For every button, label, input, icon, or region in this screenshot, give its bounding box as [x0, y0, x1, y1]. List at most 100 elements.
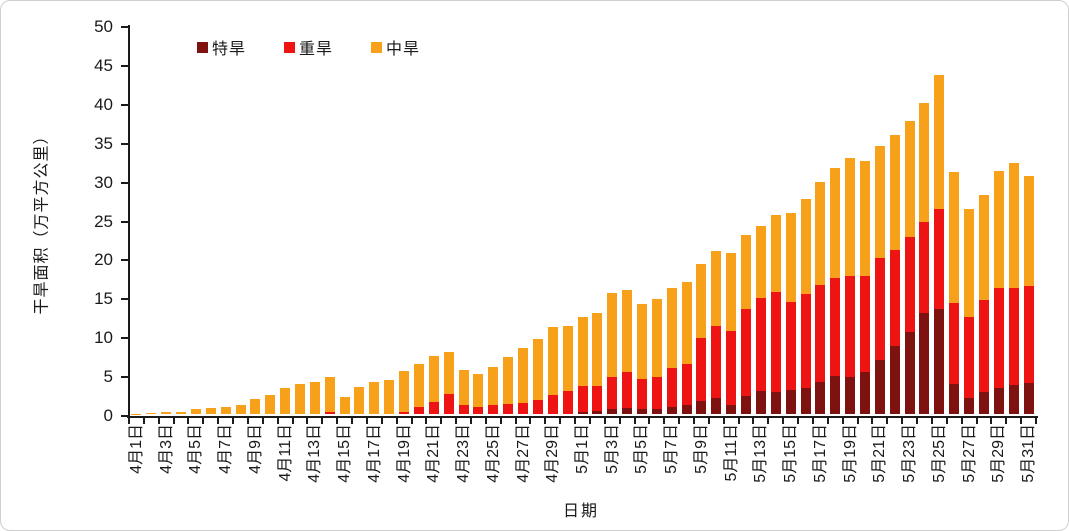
bar-segment-特旱 — [919, 312, 930, 414]
x-tick — [365, 418, 368, 424]
y-tick — [121, 337, 129, 340]
bar-segment-中旱 — [488, 367, 499, 406]
x-tick — [678, 418, 681, 424]
legend-item-moderate-drought: 中旱 — [371, 35, 420, 59]
bar-segment-重旱 — [1023, 285, 1034, 383]
bar-segment-中旱 — [934, 74, 945, 210]
x-axis — [127, 416, 1038, 418]
bar-segment-特旱 — [681, 405, 692, 414]
bar-segment-特旱 — [666, 406, 677, 414]
bar-segment-重旱 — [324, 411, 335, 414]
bar-segment-重旱 — [1008, 287, 1019, 386]
x-tick — [1035, 418, 1037, 424]
x-tick — [202, 418, 205, 424]
x-tick — [960, 418, 963, 424]
bar-segment-中旱 — [815, 182, 826, 285]
bar-segment-重旱 — [993, 287, 1004, 388]
moderate-drought-swatch-icon — [371, 41, 383, 53]
bar-segment-重旱 — [488, 405, 499, 414]
bar-segment-中旱 — [399, 371, 410, 412]
bar-segment-中旱 — [919, 102, 930, 222]
y-tick-label: 25 — [94, 211, 113, 231]
x-tick — [930, 418, 933, 424]
bar-segment-特旱 — [964, 397, 975, 414]
x-tick — [618, 418, 621, 424]
bar-segment-特旱 — [949, 383, 960, 414]
x-tick — [395, 418, 398, 424]
bar-segment-重旱 — [681, 364, 692, 406]
bar-segment-重旱 — [592, 386, 603, 412]
y-tick-label: 30 — [94, 172, 113, 192]
bar-segment-中旱 — [369, 382, 380, 414]
y-tick — [121, 26, 129, 28]
x-tick — [901, 418, 904, 424]
bar-segment-重旱 — [785, 301, 796, 390]
bar-segment-中旱 — [711, 251, 722, 327]
x-tick — [559, 418, 562, 424]
bar-segment-重旱 — [547, 394, 558, 414]
x-tick — [261, 418, 264, 424]
y-axis — [128, 25, 130, 418]
bar-segment-重旱 — [874, 258, 885, 360]
bar-segment-中旱 — [413, 364, 424, 407]
x-tick — [187, 418, 190, 424]
bar-segment-特旱 — [845, 376, 856, 414]
bar-segment-特旱 — [1008, 385, 1019, 414]
bar-segment-特旱 — [889, 345, 900, 414]
bar-segment-中旱 — [518, 347, 529, 404]
bar-segment-重旱 — [622, 372, 633, 408]
bar-segment-中旱 — [473, 373, 484, 407]
x-tick — [574, 418, 577, 424]
y-tick-label: 45 — [94, 55, 113, 75]
bar-segment-中旱 — [443, 351, 454, 394]
bar-segment-中旱 — [770, 214, 781, 292]
legend: 特旱 重旱 中旱 — [197, 35, 420, 59]
x-tick — [157, 418, 160, 424]
bar-segment-中旱 — [622, 289, 633, 372]
y-tick-label: 5 — [103, 367, 113, 387]
bar-segment-特旱 — [785, 389, 796, 414]
x-tick — [469, 418, 472, 424]
bar-segment-重旱 — [518, 403, 529, 414]
x-tick — [128, 418, 130, 424]
bar-segment-中旱 — [309, 382, 320, 414]
x-tick — [455, 418, 458, 424]
y-tick-label: 35 — [94, 133, 113, 153]
bar-segment-中旱 — [755, 225, 766, 299]
bar-segment-中旱 — [190, 408, 201, 414]
bar-segment-重旱 — [830, 277, 841, 376]
bar-segment-重旱 — [919, 221, 930, 313]
x-tick — [752, 418, 755, 424]
bar-segment-特旱 — [741, 396, 752, 414]
bar-segment-重旱 — [532, 400, 543, 414]
x-tick — [1005, 418, 1008, 424]
bar-segment-特旱 — [830, 375, 841, 414]
extreme-drought-swatch-icon — [197, 41, 208, 53]
x-tick — [246, 418, 249, 424]
bar-segment-重旱 — [934, 209, 945, 309]
bar-segment-中旱 — [384, 379, 395, 414]
bar-segment-重旱 — [636, 379, 647, 409]
bar-segment-中旱 — [458, 370, 469, 405]
x-tick — [544, 418, 547, 424]
bar-segment-中旱 — [696, 263, 707, 338]
bar-segment-重旱 — [845, 275, 856, 377]
bar-segment-重旱 — [503, 403, 514, 414]
bar-segment-特旱 — [993, 387, 1004, 414]
legend-item-extreme-drought: 特旱 — [197, 35, 246, 59]
bar-segment-中旱 — [830, 168, 841, 278]
x-tick — [916, 418, 919, 424]
bar-segment-特旱 — [770, 392, 781, 414]
x-tick — [276, 418, 279, 424]
x-tick — [142, 418, 145, 424]
bar-segment-中旱 — [1023, 175, 1034, 286]
bar-segment-中旱 — [176, 411, 187, 414]
bar-segment-特旱 — [577, 411, 588, 414]
bar-segment-重旱 — [458, 404, 469, 414]
bar-segment-特旱 — [860, 372, 870, 414]
bar-segment-中旱 — [889, 134, 900, 250]
bar-segment-中旱 — [666, 287, 677, 368]
bar-segment-中旱 — [280, 388, 291, 414]
bar-segment-中旱 — [220, 407, 231, 414]
